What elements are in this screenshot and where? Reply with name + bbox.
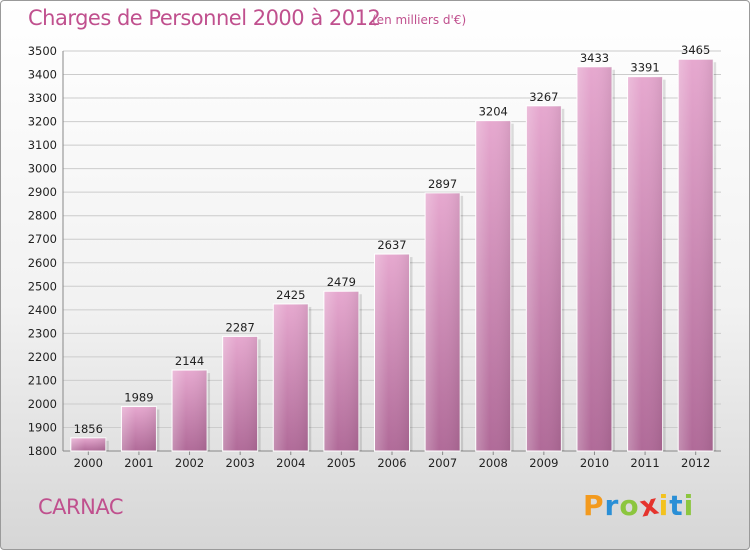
y-tick-label: 3100 <box>28 138 57 152</box>
x-tick-label: 2010 <box>580 456 609 470</box>
y-tick-label: 3300 <box>28 91 57 105</box>
bar-value-label: 3391 <box>630 61 659 75</box>
y-tick-label: 2300 <box>28 326 57 340</box>
bar-highlight <box>475 120 511 451</box>
y-tick-label: 2900 <box>28 185 57 199</box>
place-name: CARNAC <box>38 495 124 519</box>
y-tick-label: 2200 <box>28 350 57 364</box>
x-tick-label: 2003 <box>226 456 255 470</box>
x-tick-label: 2009 <box>529 456 558 470</box>
axes: 1800 1900 2000 2100 2200 2300 2400 2500 2600 2700… <box>28 44 721 470</box>
y-tick-label: 2400 <box>28 303 57 317</box>
bar-highlight <box>323 291 359 451</box>
logo-letter: i <box>683 489 695 522</box>
y-tick-label: 2800 <box>28 209 57 223</box>
y-tick-label: 3200 <box>28 115 57 129</box>
y-tick-label: 3000 <box>28 162 57 176</box>
bar-value-label: 1856 <box>74 422 103 436</box>
bar-highlight <box>627 76 663 451</box>
y-tick-label: 2100 <box>28 373 57 387</box>
bar-value-label: 2897 <box>428 177 457 191</box>
bar-highlight <box>273 303 309 451</box>
y-tick-label: 2600 <box>28 256 57 270</box>
x-tick-label: 2002 <box>175 456 204 470</box>
bar-value-label: 3204 <box>479 105 508 119</box>
bar-highlight <box>172 370 208 451</box>
bar-highlight <box>576 66 612 451</box>
x-tick-label: 2007 <box>428 456 457 470</box>
y-tick-label: 1800 <box>28 444 57 458</box>
y-tick-label: 2000 <box>28 397 57 411</box>
unit-note: (en milliers d'€) <box>372 13 467 27</box>
bar-highlight <box>121 406 157 451</box>
y-tick-label: 3400 <box>28 68 57 82</box>
x-tick-label: 2006 <box>377 456 406 470</box>
bar-highlight <box>70 437 106 451</box>
x-tick-label: 2004 <box>276 456 305 470</box>
logo-letter: t <box>669 489 684 522</box>
y-tick-label: 2700 <box>28 232 57 246</box>
x-tick-label: 2012 <box>681 456 710 470</box>
logo-letter: o <box>619 489 640 522</box>
bars <box>70 58 717 452</box>
bar-value-label: 2479 <box>327 275 356 289</box>
bar-value-label: 3465 <box>681 43 710 57</box>
bar-highlight <box>374 254 410 451</box>
x-tick-label: 2005 <box>327 456 356 470</box>
bar-value-label: 3433 <box>580 51 609 65</box>
bar-highlight <box>526 105 562 451</box>
bar-value-label: 2287 <box>226 320 255 334</box>
bar-value-label: 2144 <box>175 354 204 368</box>
y-tick-label: 3500 <box>28 44 57 58</box>
bar-value-label: 2425 <box>276 288 305 302</box>
bar-highlight <box>425 192 461 451</box>
logo-letter: P <box>583 489 605 522</box>
x-tick-label: 2000 <box>74 456 103 470</box>
bar-highlight <box>222 336 258 451</box>
chart-title: Charges de Personnel 2000 à 2012 <box>28 6 381 30</box>
y-tick-label: 2500 <box>28 279 57 293</box>
bar-value-label: 2637 <box>377 238 406 252</box>
proxiti-logo: Proxiti <box>583 487 695 523</box>
logo-letter: i <box>658 489 670 522</box>
y-tick-label: 1900 <box>28 420 57 434</box>
bar-value-label: 1989 <box>124 391 153 405</box>
bar-value-label: 3267 <box>529 90 558 104</box>
data-labels: 1856 1989 2144 2287 2425 2479 2637 2897 3204 3267… <box>74 43 711 436</box>
x-tick-label: 2001 <box>124 456 153 470</box>
bar-highlight <box>678 59 714 452</box>
logo-letter: r <box>604 489 620 522</box>
x-tick-label: 2008 <box>479 456 508 470</box>
x-tick-label: 2011 <box>630 456 659 470</box>
